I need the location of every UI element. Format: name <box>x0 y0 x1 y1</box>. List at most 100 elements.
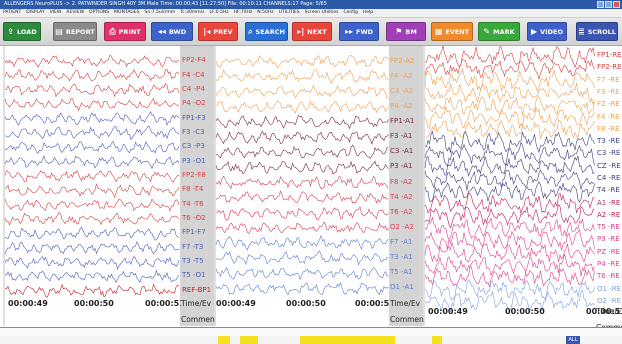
maximize-icon[interactable] <box>605 1 612 8</box>
channel-label: O1 -A1 <box>390 283 414 292</box>
menu-item-config[interactable]: Config <box>343 10 358 15</box>
channel-label: O2 -A2 <box>390 222 414 231</box>
bwd-button[interactable]: ◂◂ BWD <box>151 22 193 41</box>
eeg-trace <box>4 255 180 271</box>
print-button[interactable]: ⎙ PRINT <box>104 22 146 41</box>
menu-item-utilities[interactable]: UTILITIES <box>278 10 300 15</box>
mark-button-label: MARK <box>493 27 515 36</box>
channel-label: T5 -RE <box>597 223 620 232</box>
eeg-trace <box>215 234 389 251</box>
eeg-trace <box>215 190 389 204</box>
eeg-trace <box>424 96 595 116</box>
menu-item-tc-30mm-s[interactable]: Tc:30mm/s <box>180 10 205 15</box>
channel-label: A2 -RE <box>597 210 621 219</box>
next-button[interactable]: ▸| NEXT <box>292 22 332 41</box>
menu-item-view[interactable]: VIEW <box>49 10 62 15</box>
channel-label: F7 -T3 <box>182 242 204 251</box>
time-event-label: Time/Ev <box>181 299 212 308</box>
event-button[interactable]: ▦ EVENT <box>431 22 473 41</box>
channel-label: O2 -RE <box>597 296 622 305</box>
channel-label: T3 -T5 <box>182 257 204 266</box>
eeg-trace <box>424 180 595 203</box>
report-button[interactable]: ▤ REPORT <box>53 22 97 41</box>
eeg-trace <box>4 140 180 154</box>
channel-label: FP2-F4 <box>182 56 206 65</box>
timeline-bar[interactable]: ALL <box>0 327 622 344</box>
menu-item-montages[interactable]: MONTAGES <box>114 10 140 15</box>
channel-label: F3 -A1 <box>390 132 413 141</box>
fwd-button[interactable]: ▸▸ FWD <box>339 22 379 41</box>
channel-label: T5 -A1 <box>390 268 413 277</box>
menu-item-patient[interactable]: PATIENT <box>3 10 22 15</box>
eeg-trace <box>424 279 595 301</box>
status-all-label: ALL <box>566 336 580 344</box>
channel-label: CZ -RE <box>597 161 621 170</box>
prev-icon: |◂ <box>203 27 211 36</box>
eeg-trace <box>215 266 389 281</box>
report-button-label: REPORT <box>65 27 95 36</box>
eeg-trace <box>424 141 595 167</box>
time-label: 00:00:49 <box>216 299 256 308</box>
mark-button[interactable]: ✎ MARK <box>478 22 520 41</box>
bm-button[interactable]: ⚑ BM <box>386 22 426 41</box>
eeg-trace <box>424 130 595 154</box>
search-button[interactable]: ⌕ SEARCH <box>245 22 288 41</box>
load-button[interactable]: ⇪ LOAD <box>3 22 41 41</box>
menu-item-hf-70hz[interactable]: HF:70Hz <box>233 10 253 15</box>
menu-item-display[interactable]: DISPLAY <box>26 10 45 15</box>
menu-item-options[interactable]: OPTIONS <box>89 10 110 15</box>
channel-label: P3 -O1 <box>182 156 206 165</box>
timeline-marker[interactable] <box>240 336 258 344</box>
prev-button[interactable]: |◂ PREV <box>198 22 238 41</box>
eeg-trace <box>4 169 180 183</box>
menu-item-sn-7-5uv-mm[interactable]: Sn:7.5uV/mm <box>144 10 176 15</box>
panel-label-column <box>180 46 214 326</box>
eeg-waveforms <box>3 46 595 326</box>
timeline-marker[interactable] <box>218 336 230 344</box>
channel-label: T6 -O2 <box>182 214 206 223</box>
print-button-label: PRINT <box>118 27 141 36</box>
minimize-icon[interactable] <box>597 1 604 8</box>
close-icon[interactable] <box>613 1 620 8</box>
timeline-track <box>0 328 622 336</box>
channel-label: T3 -A1 <box>390 253 413 262</box>
scroll-icon: ≣ <box>578 27 585 36</box>
eeg-trace <box>215 160 389 175</box>
timeline-marker[interactable] <box>432 336 442 344</box>
time-label: 00:00:51 <box>145 299 185 308</box>
channel-label: P3 -RE <box>597 235 620 244</box>
eeg-trace <box>4 183 180 199</box>
channel-label: P4 -O2 <box>182 99 206 108</box>
menu-item-help[interactable]: Help <box>362 10 374 15</box>
eeg-trace <box>215 205 389 221</box>
channel-label: T3 -RE <box>597 137 620 146</box>
channel-label: T5 -O1 <box>182 271 206 280</box>
channel-label: C3 -A1 <box>390 147 414 156</box>
timeline-marker[interactable] <box>300 336 395 344</box>
time-label: 00:00:51 <box>586 307 622 316</box>
time-label: 00:00:50 <box>505 307 545 316</box>
channel-label: F4 -RE <box>597 112 620 121</box>
menu-item-lf-0-5hz[interactable]: LF:0.5Hz <box>209 10 229 15</box>
channel-label: FP1-F3 <box>182 113 206 122</box>
channel-label: REF-BP1 <box>182 285 212 294</box>
eeg-trace <box>4 97 180 112</box>
bm-icon: ⚑ <box>395 27 403 36</box>
eeg-display[interactable]: FP2-F4 F4 -C4 C4 -P4 P4 -O2 FP1-F3 F3 -C3 C3 -… <box>0 46 622 332</box>
eeg-trace <box>424 46 595 69</box>
comment-label: Commen <box>390 315 424 324</box>
menu-item-n-50hz[interactable]: N:50Hz <box>257 10 274 15</box>
video-button[interactable]: ▶ VIDEO <box>527 22 567 41</box>
channel-label: T6 -RE <box>597 272 620 281</box>
channel-label: F8 -T4 <box>182 185 204 194</box>
eeg-trace <box>215 69 389 84</box>
window-titlebar: ALLENGERS NeuroPLUS -> 2. PATWINDER SING… <box>0 0 622 9</box>
menu-item-screen-utilities[interactable]: Screen Utilities <box>304 10 339 15</box>
eeg-trace <box>215 144 389 159</box>
menu-item-review[interactable]: REVIEW <box>66 10 85 15</box>
scroll-button[interactable]: ≣ SCROLL <box>576 22 618 41</box>
channel-label: FP1-RE <box>597 51 622 60</box>
channel-label: F3 -RE <box>597 88 620 96</box>
eeg-trace <box>4 83 180 98</box>
time-label: 00:00:50 <box>286 299 326 308</box>
